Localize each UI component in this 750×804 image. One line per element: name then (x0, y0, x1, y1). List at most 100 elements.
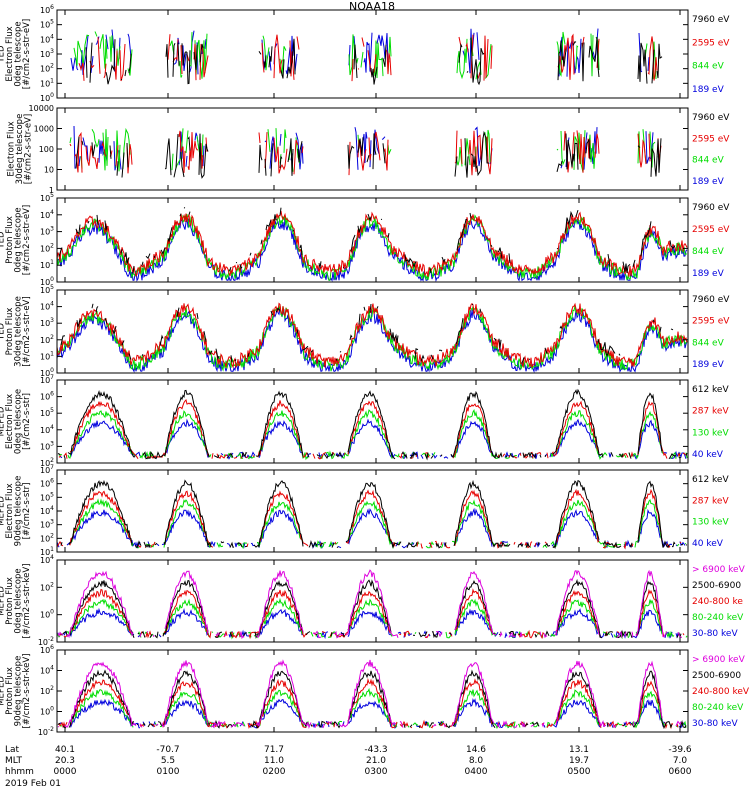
legend-entry: 2500-6900 (692, 671, 741, 681)
footer-value: 0300 (365, 767, 388, 777)
y-tick-label: 104 (40, 505, 54, 516)
footer-value: 0400 (465, 767, 488, 777)
y-axis-label: [#/cm2-s-str-keV] (22, 564, 32, 639)
y-axis-label: Electron Flux (7, 121, 17, 176)
footer-row-name: Lat (5, 745, 20, 755)
y-axis-label: TED (0, 45, 6, 64)
footer-row-name: hhmm (5, 767, 34, 777)
series-line-5-1 (57, 388, 688, 461)
panel-frame (56, 197, 689, 283)
y-tick-label: 105 (40, 491, 54, 502)
y-tick-label: 102 (40, 63, 54, 74)
y-tick-label: 10 (44, 166, 54, 175)
y-axis-label: MEPED (0, 586, 6, 616)
legend-entry: 844 eV (692, 338, 725, 348)
y-tick-label: 102 (40, 685, 54, 696)
legend-entry: 189 eV (692, 360, 725, 370)
series-line-8-2 (57, 669, 687, 730)
y-axis-label: 90deg telescope (13, 656, 23, 727)
series-line-4-3 (56, 305, 688, 372)
y-tick-label: 107 (40, 374, 54, 385)
panel-frame (56, 289, 689, 374)
y-axis-label: Proton Flux (5, 216, 15, 264)
y-tick-label: 104 (40, 301, 54, 312)
plot-title: NOAA18 (349, 0, 395, 13)
y-axis-label: Electron Flux (5, 26, 15, 81)
y-tick-label: 104 (40, 33, 54, 44)
footer-row-name: MLT (5, 756, 23, 766)
y-axis-label: Electron Flux (5, 394, 15, 449)
series-line-7-5 (58, 610, 687, 638)
y-tick-label: 100 (40, 609, 54, 620)
y-axis-label: 0deg telescope (13, 389, 23, 454)
legend-entry: 2595 eV (692, 38, 730, 48)
y-axis-label: 0deg telescope (13, 21, 23, 86)
legend-entry: 844 eV (692, 156, 725, 166)
y-axis-label: Proton Flux (5, 308, 15, 356)
footer-value: 0100 (157, 767, 180, 777)
footer-value: -43.3 (364, 745, 387, 755)
y-axis-label: 30deg telescope (13, 296, 23, 367)
footer-value: 0000 (54, 767, 77, 777)
footer-value: 19.7 (569, 756, 589, 766)
legend-entry: 7960 eV (692, 113, 730, 123)
y-tick-label: 102 (40, 532, 54, 543)
y-axis-label: 30deg telescope (15, 114, 25, 185)
y-tick-label: 106 (40, 478, 54, 489)
y-tick-label: 103 (40, 519, 54, 530)
y-axis-label: [#/cm2-s-str-eV] (22, 296, 32, 366)
y-tick-label: 104 (40, 424, 54, 435)
footer-value: 7.0 (673, 756, 688, 766)
y-tick-label: 103 (40, 317, 54, 328)
y-axis-label: MEPED (0, 406, 6, 436)
y-tick-label: 105 (40, 407, 54, 418)
legend-entry: > 6900 keV (692, 655, 746, 665)
footer-value: 5.5 (161, 756, 175, 766)
legend-entry: 80-240 keV (692, 703, 744, 713)
series-line-7-4 (56, 597, 688, 640)
legend-entry: 287 keV (692, 407, 729, 417)
footer-value: 0200 (263, 767, 286, 777)
y-tick-label: 101 (40, 546, 54, 557)
footer-value: -70.7 (156, 745, 179, 755)
y-axis-label: 0deg telescope (13, 207, 23, 272)
series-line-8-1 (57, 659, 682, 730)
y-tick-label: 105 (40, 192, 54, 203)
y-axis-label: TED (0, 231, 6, 250)
y-axis-label: [#/cm2-s-str-eV] (22, 19, 32, 89)
y-tick-label: 10-2 (38, 636, 54, 647)
y-tick-label: 101 (40, 259, 54, 270)
footer-value: 8.0 (469, 756, 484, 766)
legend-entry: 189 eV (692, 177, 725, 187)
legend-entry: 2595 eV (692, 225, 730, 235)
series-line-1-1 (85, 36, 663, 86)
y-tick-label: 106 (40, 4, 54, 15)
y-tick-label: 100 (39, 145, 54, 154)
y-axis-label: Proton Flux (5, 667, 15, 715)
y-tick-label: 105 (40, 284, 54, 295)
legend-entry: 189 eV (692, 85, 725, 95)
y-tick-label: 104 (40, 665, 54, 676)
y-axis-label: [#/cm2-s-str] (22, 483, 32, 540)
y-axis-label: [#/cm2-s-str-keV] (22, 654, 32, 729)
y-axis-label: Proton Flux (5, 577, 15, 625)
y-tick-label: 10-2 (38, 726, 54, 737)
legend-entry: 2500-6900 (692, 581, 741, 591)
series-line-3-3 (56, 214, 688, 281)
series-line-4-2 (56, 302, 688, 369)
y-tick-label: 103 (40, 226, 54, 237)
series-line-2-2 (69, 130, 662, 176)
y-tick-label: 101 (40, 77, 54, 88)
legend-entry: 80-240 keV (692, 613, 744, 623)
footer-value: 71.7 (264, 745, 284, 755)
y-tick-label: 100 (40, 92, 54, 103)
y-tick-label: 103 (40, 48, 54, 59)
y-tick-label: 106 (40, 391, 54, 402)
